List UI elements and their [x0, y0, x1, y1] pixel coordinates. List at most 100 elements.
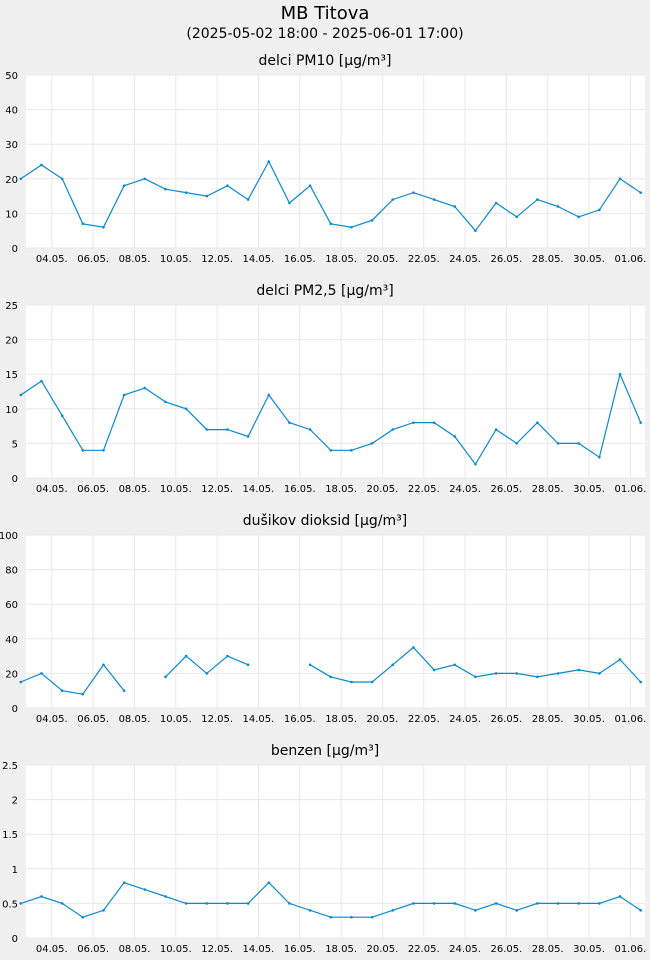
x-tick-label: 10.05. — [160, 484, 192, 495]
x-tick-label: 01.06. — [614, 714, 646, 725]
data-point — [60, 177, 64, 181]
x-tick-label: 20.05. — [367, 944, 399, 955]
x-tick-label: 08.05. — [119, 254, 151, 265]
x-tick-label: 04.05. — [36, 254, 68, 265]
x-tick-label: 16.05. — [284, 714, 316, 725]
y-tick-label: 0 — [12, 934, 18, 945]
data-point — [556, 902, 560, 905]
x-tick-label: 01.06. — [614, 944, 646, 955]
x-tick-label: 28.05. — [532, 484, 564, 495]
data-point — [267, 881, 271, 884]
data-point — [639, 191, 642, 194]
data-point — [453, 902, 457, 905]
y-tick-label: 80 — [5, 566, 18, 577]
data-point — [184, 191, 188, 194]
y-tick-label: 15 — [5, 370, 18, 381]
x-tick-label: 22.05. — [408, 254, 440, 265]
x-tick-label: 26.05. — [490, 254, 522, 265]
x-tick-label: 24.05. — [449, 714, 481, 725]
data-point — [536, 675, 539, 679]
y-tick-label: 20 — [5, 669, 18, 680]
x-tick-label: 16.05. — [284, 254, 316, 265]
y-tick-label: 40 — [5, 106, 18, 117]
data-point — [639, 680, 642, 684]
x-tick-label: 28.05. — [532, 714, 564, 725]
data-point — [122, 881, 126, 884]
plot-area — [26, 765, 645, 938]
data-point — [639, 421, 642, 424]
data-point — [81, 915, 85, 919]
data-point — [288, 421, 291, 424]
data-point — [370, 680, 374, 684]
plot-area — [26, 535, 645, 708]
data-point — [453, 435, 457, 438]
data-point — [618, 658, 622, 661]
data-point — [391, 663, 395, 667]
data-point — [40, 163, 43, 167]
data-point — [350, 915, 353, 919]
x-tick-label: 14.05. — [243, 484, 275, 495]
x-tick-label: 06.05. — [77, 484, 109, 495]
data-point — [184, 654, 188, 658]
data-point — [494, 672, 498, 675]
data-point — [308, 184, 312, 188]
y-tick-label: 40 — [5, 635, 18, 646]
x-tick-label: 14.05. — [243, 254, 275, 265]
x-tick-label: 24.05. — [449, 944, 481, 955]
data-point — [412, 191, 415, 194]
y-tick-label: 1 — [12, 865, 18, 876]
x-tick-label: 12.05. — [201, 254, 233, 265]
x-tick-label: 06.05. — [77, 254, 109, 265]
x-tick-label: 06.05. — [77, 714, 109, 725]
data-point — [391, 909, 395, 912]
x-tick-label: 08.05. — [119, 944, 151, 955]
y-tick-label: 2 — [12, 796, 18, 807]
data-point — [577, 442, 581, 445]
data-point — [556, 442, 560, 445]
x-tick-label: 22.05. — [408, 484, 440, 495]
x-tick-label: 22.05. — [408, 714, 440, 725]
data-point — [102, 663, 105, 667]
data-point — [267, 160, 271, 163]
data-point — [19, 680, 23, 684]
data-point — [598, 208, 601, 212]
y-tick-label: 0 — [12, 704, 18, 715]
data-point — [122, 393, 126, 397]
data-point — [308, 428, 312, 431]
chart-title: delci PM2,5 [µg/m³] — [256, 283, 393, 299]
y-tick-label: 0.5 — [2, 899, 18, 910]
data-point — [102, 449, 105, 452]
y-tick-label: 20 — [5, 175, 18, 186]
data-point — [205, 194, 209, 198]
chart-title: delci PM10 [µg/m³] — [259, 53, 392, 69]
y-tick-label: 30 — [5, 140, 18, 151]
x-tick-label: 12.05. — [201, 944, 233, 955]
data-point — [432, 668, 436, 672]
data-point — [19, 177, 23, 181]
x-tick-label: 26.05. — [490, 714, 522, 725]
x-tick-label: 24.05. — [449, 484, 481, 495]
data-point — [267, 393, 271, 397]
data-point — [412, 902, 415, 905]
data-point — [536, 421, 539, 424]
data-point — [577, 215, 581, 219]
x-tick-label: 20.05. — [367, 714, 399, 725]
data-point — [164, 675, 167, 679]
data-point — [40, 379, 43, 383]
x-tick-label: 12.05. — [201, 714, 233, 725]
x-tick-label: 06.05. — [77, 944, 109, 955]
data-point — [598, 902, 601, 905]
data-point — [432, 198, 436, 201]
data-point — [536, 198, 539, 201]
data-point — [474, 675, 477, 679]
data-point — [391, 428, 395, 431]
data-point — [350, 225, 353, 229]
y-tick-label: 60 — [5, 600, 18, 611]
data-point — [288, 902, 291, 905]
y-tick-label: 5 — [12, 439, 18, 450]
data-point — [246, 198, 250, 201]
data-point — [143, 386, 147, 390]
data-point — [246, 663, 250, 667]
data-point — [350, 449, 353, 452]
data-point — [122, 689, 126, 692]
